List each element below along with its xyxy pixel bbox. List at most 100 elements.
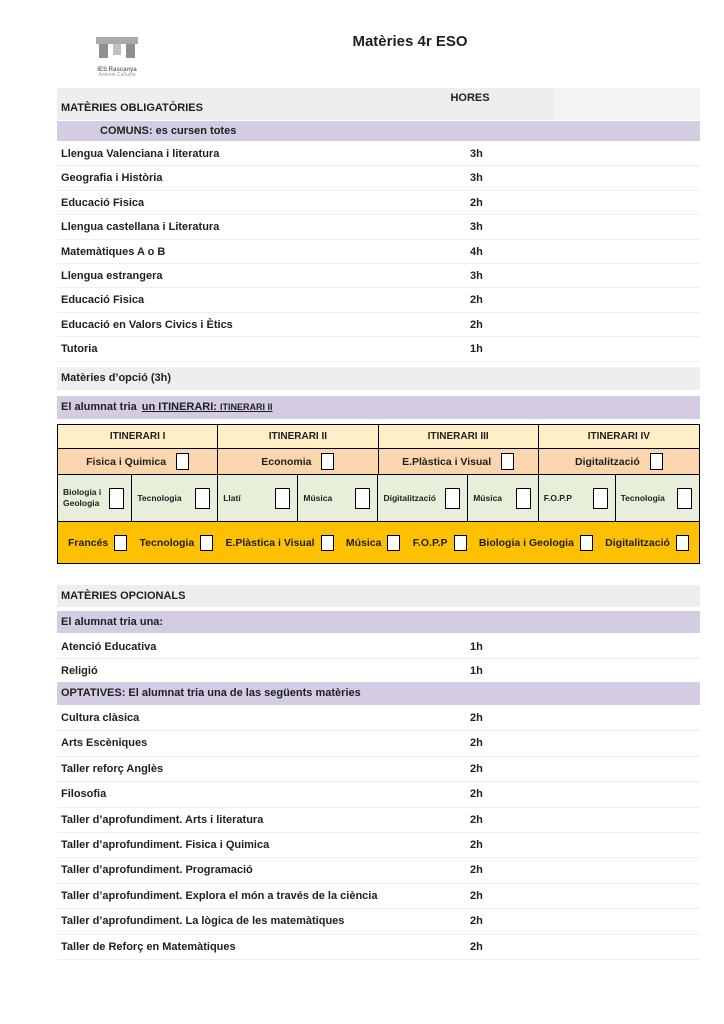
logo-subname: Antonio Cañuelo	[98, 72, 136, 79]
extra-option: Tecnologia	[140, 534, 214, 551]
itinerari-table: ITINERARI I ITINERARI II ITINERARI III I…	[57, 424, 700, 564]
itinerari-col-header: ITINERARI III	[379, 425, 539, 448]
subject-hours: 2h	[470, 838, 483, 851]
itinerari-col-header: ITINERARI I	[58, 425, 219, 448]
subject-name: Tutoria	[61, 343, 98, 356]
extra-option: Francés	[68, 534, 128, 551]
subject-name: Taller d’aprofundiment. La lògica de les…	[61, 915, 345, 928]
itinerari-main-label: Fisica i Quimica	[86, 455, 167, 468]
itinerari-sub-cell: Música	[468, 475, 539, 521]
tria-selected-itinerari: ITINERARI II	[220, 402, 273, 412]
checkbox-digitalitzacio-extra[interactable]	[675, 534, 689, 551]
itinerari-col-header: ITINERARI II	[218, 425, 379, 448]
hours-column-header: HORES	[450, 92, 490, 104]
subject-row: Taller d’aprofundiment. La lògica de les…	[57, 909, 700, 935]
subject-hours: 2h	[470, 318, 483, 331]
extra-option: Digitalització	[605, 534, 689, 551]
logo-name: IES Rascanya	[97, 66, 137, 73]
subject-hours: 2h	[470, 915, 483, 928]
checkbox-fopp-extra[interactable]	[453, 534, 467, 551]
checkbox-biologia-extra[interactable]	[579, 534, 593, 551]
subject-hours: 2h	[470, 712, 483, 724]
checkbox-tecnologia-extra[interactable]	[200, 534, 214, 551]
opcionals-rows: Atenció Educativa 1h Religió 1h	[57, 635, 700, 683]
itinerari-sub-label: Digitalització	[383, 492, 436, 503]
obligatories-header-cell: MATÈRIES OBLIGATÒRIES HORES	[57, 88, 554, 120]
checkbox-musica-extra[interactable]	[387, 534, 401, 551]
subject-row: Taller d’aprofundiment. Arts i literatur…	[57, 808, 700, 833]
subject-name: Taller d’aprofundiment. Explora el món a…	[61, 889, 378, 902]
checkbox-biologia-geologia[interactable]	[109, 487, 125, 509]
itinerari-main-cell: Digitalització	[539, 449, 699, 474]
obligatories-rows: Llengua Valenciana i literatura 3h Geogra…	[57, 142, 700, 362]
checkbox-musica-1[interactable]	[355, 487, 371, 509]
extra-option: F.O.P.P	[413, 534, 467, 551]
subject-row: Llengua Valenciana i literatura 3h	[57, 142, 700, 167]
subject-name: Arts Escèniques	[61, 737, 148, 750]
subject-hours: 1h	[470, 641, 483, 653]
checkbox-frances[interactable]	[114, 534, 128, 551]
tria-una-band: El alumnat tria una:	[57, 611, 700, 633]
subject-name: Llengua Valenciana i literatura	[61, 148, 220, 160]
subject-hours: 2h	[470, 940, 483, 953]
checkbox-tecnologia-1[interactable]	[195, 487, 211, 509]
subject-row: Taller reforç Anglès 2h	[57, 757, 700, 783]
subject-row: Taller de Reforç en Matemàtiques 2h	[57, 935, 700, 960]
checkbox-musica-2[interactable]	[515, 487, 531, 509]
subject-hours: 2h	[470, 889, 483, 902]
subject-hours: 2h	[470, 813, 483, 826]
itinerari-sub-cell: Biologia i Geologia	[58, 475, 133, 521]
subject-name: Religió	[61, 665, 98, 677]
itinerari-sub-label: F.O.P.P	[543, 492, 572, 503]
subject-hours: 2h	[470, 864, 483, 877]
subject-hours: 3h	[470, 221, 483, 234]
checkbox-eplastica-visual[interactable]	[501, 453, 515, 470]
checkbox-economia[interactable]	[321, 453, 335, 470]
extra-option: Música	[346, 534, 401, 551]
subject-name: Educació en Valors Civics i Ètics	[61, 318, 233, 331]
subject-name: Taller reforç Anglès	[61, 762, 164, 775]
checkbox-eplastica-extra[interactable]	[320, 534, 334, 551]
tria-choice: un ITINERARI:	[141, 401, 217, 413]
subject-name: Taller de Reforç en Matemàtiques	[61, 940, 236, 953]
tria-prefix: El alumnat tria	[61, 401, 137, 413]
subject-name: Educació Fisica	[61, 196, 145, 209]
tria-underlined: un ITINERARI: ITINERARI II	[142, 401, 273, 413]
itinerari-main-cell: Fisica i Quimica	[58, 449, 219, 474]
itinerari-sub-label: Música	[473, 492, 503, 503]
itinerari-sub-row: Biologia i Geologia Tecnologia Llatí Mús…	[58, 474, 699, 521]
checkbox-fisica-quimica[interactable]	[176, 453, 190, 470]
extra-option-label: Francés	[68, 536, 109, 549]
itinerari-main-label: Economia	[261, 455, 312, 468]
subject-row: Arts Escèniques 2h	[57, 731, 700, 757]
extra-option-label: Digitalització	[605, 536, 670, 549]
subject-name: Matemàtiques A o B	[61, 245, 166, 258]
page-title: Matèries 4r ESO	[352, 33, 468, 50]
checkbox-tecnologia-2[interactable]	[676, 487, 692, 509]
opcionals-heading-band: MATÈRIES OPCIONALS	[57, 585, 700, 607]
itinerari-sub-label: Llatí	[223, 492, 241, 503]
itinerari-sub-label: Biologia i Geologia	[63, 487, 102, 508]
itinerari-main-row: Fisica i Quimica Economia E.Plàstica i V…	[58, 448, 699, 474]
itinerari-sub-label: Tecnologia	[620, 492, 665, 503]
obligatories-heading: MATÈRIES OBLIGATÒRIES	[61, 102, 203, 114]
checkbox-digitalitzacio[interactable]	[649, 453, 663, 470]
extra-option: E.Plàstica i Visual	[225, 534, 334, 551]
subject-name: Geografia i Història	[61, 172, 163, 185]
subject-row: Educació en Valors Civics i Ètics 2h	[57, 313, 700, 338]
tria-itinerari-band: El alumnat tria un ITINERARI: ITINERARI I…	[57, 396, 700, 419]
checkbox-digitalitzacio-sub[interactable]	[445, 487, 461, 509]
subject-name: Llengua estrangera	[61, 269, 163, 282]
obligatories-header-band: MATÈRIES OBLIGATÒRIES HORES	[57, 88, 700, 120]
subject-row: Religió 1h	[57, 659, 700, 683]
itinerari-sub-label: Música	[303, 492, 333, 503]
subject-row: Taller d’aprofundiment. Fisica i Quimica…	[57, 833, 700, 859]
subject-row: Geografia i Història 3h	[57, 166, 700, 191]
checkbox-fopp[interactable]	[592, 487, 608, 509]
itinerari-main-label: Digitalització	[574, 455, 640, 468]
checkbox-llati[interactable]	[275, 487, 291, 509]
subject-name: Atenció Educativa	[61, 641, 157, 653]
itinerari-extra-row: Francés Tecnologia E.Plàstica i Visual M…	[58, 521, 699, 563]
itinerari-sub-cell: Tecnologia	[616, 475, 699, 521]
itinerari-main-label: E.Plàstica i Visual	[402, 455, 492, 468]
